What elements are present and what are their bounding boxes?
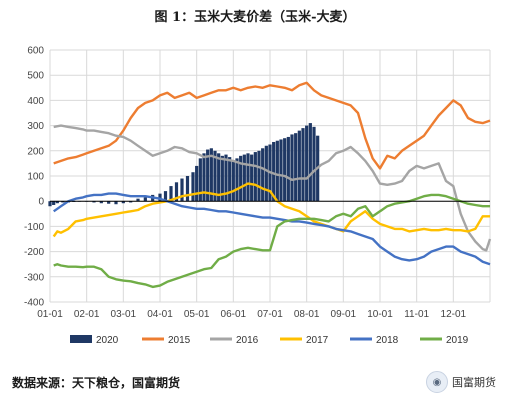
- bar-2020: [220, 155, 224, 202]
- bar-2020: [114, 201, 118, 205]
- bar-2020: [206, 149, 210, 202]
- bar-2020: [301, 128, 305, 202]
- legend-label-2015: 2015: [168, 335, 191, 346]
- brand: ◉ 国富期货: [426, 371, 496, 393]
- x-tick-label: 03-01: [111, 309, 137, 320]
- y-tick-label: 300: [27, 121, 44, 132]
- bar-2020: [305, 125, 309, 202]
- chart: 600 500 400 300 200 100 0 -100 -200 -300 -40001-01…: [24, 46, 492, 346]
- y-tick-label: 0: [38, 197, 44, 208]
- chart-title: 图 1：玉米大麦价差（玉米-大麦）: [154, 10, 356, 25]
- y-tick-label: 500: [27, 71, 44, 82]
- legend-label-2019: 2019: [446, 335, 469, 346]
- bar-2020: [235, 158, 239, 202]
- legend-swatch-2020: [70, 335, 92, 343]
- bar-2020: [290, 134, 294, 202]
- legend: 2020 2015 2016 2017 2018 2019: [70, 335, 469, 346]
- y-tick-label: -400: [24, 298, 44, 309]
- series-lines: [52, 81, 492, 289]
- bar-2020: [261, 148, 265, 202]
- bar-2020: [242, 154, 246, 202]
- line-2016: [53, 124, 492, 252]
- x-tick-label: 05-01: [184, 309, 210, 320]
- x-tick-label: 07-01: [257, 309, 283, 320]
- bar-2020: [257, 150, 261, 202]
- x-tick-label: 08-01: [294, 309, 320, 320]
- x-tick-label: 12-01: [441, 309, 467, 320]
- bar-2020: [283, 138, 287, 202]
- bar-2020: [246, 153, 250, 202]
- x-tick-label: 01-01: [37, 309, 63, 320]
- x-tick-label: 11-01: [404, 309, 429, 320]
- x-tick-label: 09-01: [331, 309, 357, 320]
- bar-2020: [136, 198, 140, 202]
- bar-2020: [294, 133, 298, 202]
- legend-label-2017: 2017: [306, 335, 329, 346]
- bars-2020: [48, 123, 320, 207]
- y-tick-label: -300: [24, 272, 44, 283]
- bar-2020: [231, 160, 235, 202]
- legend-label-2020: 2020: [96, 335, 119, 346]
- legend-label-2018: 2018: [376, 335, 399, 346]
- bar-2020: [174, 182, 179, 202]
- bar-2020: [107, 201, 111, 204]
- bar-2020: [61, 201, 65, 203]
- bar-2020: [195, 165, 199, 202]
- line-2019: [53, 193, 490, 289]
- bar-2020: [92, 201, 96, 203]
- source-note: 数据来源：天下粮仓，国富期货: [12, 376, 181, 390]
- x-tick-label: 04-01: [147, 309, 173, 320]
- bar-2020: [129, 201, 133, 203]
- bar-2020: [275, 140, 279, 202]
- x-tick-label: 02-01: [74, 309, 100, 320]
- bar-2020: [52, 201, 56, 205]
- y-tick-label: 400: [27, 96, 44, 107]
- bar-2020: [224, 154, 228, 202]
- bar-2020: [308, 123, 312, 202]
- bar-2020: [264, 145, 268, 202]
- bar-2020: [286, 136, 290, 202]
- bar-2020: [158, 193, 162, 202]
- bar-2020: [272, 141, 276, 202]
- bar-2020: [250, 154, 254, 202]
- y-tick-label: 100: [27, 172, 44, 183]
- bar-2020: [198, 158, 202, 202]
- axes: 600 500 400 300 200 100 0 -100 -200 -300 -40001-01…: [24, 46, 490, 320]
- bar-2020: [180, 178, 184, 202]
- line-2017: [52, 182, 490, 238]
- bar-2020: [217, 153, 221, 202]
- bar-2020: [228, 157, 232, 202]
- bar-2020: [312, 126, 316, 202]
- bar-2020: [55, 201, 59, 204]
- bar-2020: [202, 153, 206, 202]
- bar-2020: [185, 176, 190, 202]
- y-tick-label: 200: [27, 146, 44, 157]
- bar-2020: [213, 150, 217, 202]
- line-2018: [53, 192, 491, 266]
- y-tick-label: 600: [27, 46, 44, 57]
- bar-2020: [191, 172, 195, 202]
- x-tick-label: 10-01: [367, 309, 393, 320]
- bar-2020: [163, 191, 168, 202]
- bar-2020: [99, 201, 103, 204]
- legend-label-2016: 2016: [236, 335, 259, 346]
- wechat-icon: ◉: [426, 371, 448, 393]
- brand-name: 国富期货: [452, 376, 496, 389]
- x-tick-label: 06-01: [221, 309, 247, 320]
- bar-2020: [253, 152, 257, 202]
- bar-2020: [209, 148, 213, 202]
- y-tick-label: -200: [24, 247, 44, 258]
- bar-2020: [297, 130, 301, 202]
- bar-2020: [121, 201, 125, 204]
- gridlines: [49, 49, 491, 303]
- bar-2020: [48, 201, 52, 207]
- bar-2020: [169, 186, 173, 202]
- y-tick-label: -100: [24, 222, 44, 233]
- line-2015: [53, 81, 491, 170]
- bar-2020: [279, 139, 283, 202]
- bar-2020: [239, 155, 243, 202]
- bar-2020: [143, 197, 147, 202]
